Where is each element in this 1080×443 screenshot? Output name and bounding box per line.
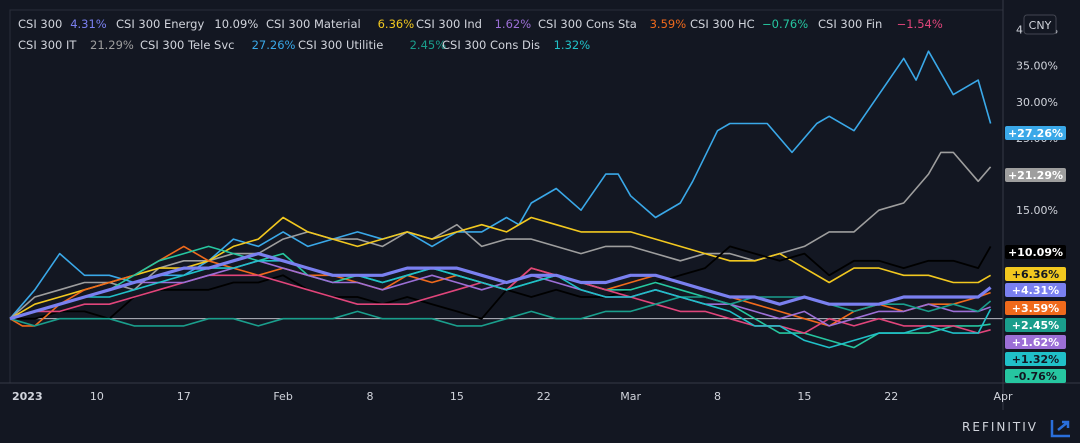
last-value-label: +6.36% bbox=[1005, 267, 1066, 281]
x-tick-label: 15 bbox=[450, 390, 464, 403]
legend-item-name: CSI 300 Fin bbox=[818, 17, 882, 31]
series-line-csi-300-it bbox=[9, 151, 992, 320]
legend-item[interactable]: CSI 300 Material 6.36% bbox=[266, 17, 414, 31]
legend-item-value: 4.31% bbox=[70, 17, 107, 31]
last-value-label: +3.59% bbox=[1005, 301, 1066, 315]
x-tick-label: Mar bbox=[620, 390, 641, 403]
x-tick-label: 15 bbox=[797, 390, 811, 403]
legend-item-name: CSI 300 Ind bbox=[416, 17, 482, 31]
last-value-label-text: -0.76% bbox=[1014, 370, 1057, 383]
series-line-csi-300-cons-dis bbox=[9, 259, 992, 349]
legend-item[interactable]: CSI 300 Energy 10.09% bbox=[116, 17, 258, 31]
last-value-label-bg bbox=[1005, 369, 1066, 383]
last-value-label-bg bbox=[1005, 318, 1066, 332]
last-value-label-text: +3.59% bbox=[1012, 302, 1059, 315]
legend-item-value: 6.36% bbox=[378, 17, 415, 31]
y-tick-label: 30.00% bbox=[1016, 96, 1058, 109]
last-value-label: +1.32% bbox=[1005, 352, 1066, 366]
x-tick-label: 10 bbox=[90, 390, 104, 403]
legend-item-name: CSI 300 Utilitie bbox=[298, 38, 383, 52]
last-value-label: -0.76% bbox=[1005, 369, 1066, 383]
last-value-label-bg bbox=[1005, 126, 1066, 140]
last-value-label-bg bbox=[1005, 283, 1066, 297]
last-value-label-bg bbox=[1005, 168, 1066, 182]
legend-item-name: CSI 300 IT bbox=[18, 38, 77, 52]
currency-button-label[interactable]: CNY bbox=[1029, 19, 1052, 32]
x-tick-label: 22 bbox=[884, 390, 898, 403]
legend-item[interactable]: CSI 300 Tele Svc 27.26% bbox=[140, 38, 296, 52]
last-value-label-text: +1.32% bbox=[1012, 353, 1059, 366]
legend-item[interactable]: CSI 300 4.31% bbox=[18, 17, 107, 31]
last-value-label-text: +4.31% bbox=[1012, 284, 1059, 297]
series-line-csi-300-cons-sta bbox=[9, 245, 991, 327]
last-value-label: +2.45% bbox=[1005, 318, 1066, 332]
last-value-label-text: +10.09% bbox=[1008, 246, 1063, 259]
last-value-label: +1.62% bbox=[1005, 335, 1066, 349]
legend-item-name: CSI 300 Material bbox=[266, 17, 361, 31]
grid bbox=[9, 9, 1004, 384]
legend-item-value: −1.54% bbox=[897, 17, 943, 31]
legend-item-value: −0.76% bbox=[762, 17, 808, 31]
x-tick-label: 8 bbox=[714, 390, 721, 403]
legend-item-name: CSI 300 bbox=[18, 17, 62, 31]
x-tick-label: 8 bbox=[366, 390, 373, 403]
series-line-csi-300 bbox=[9, 252, 992, 321]
last-value-label: +4.31% bbox=[1005, 283, 1066, 297]
legend-item-value: 21.29% bbox=[90, 38, 134, 52]
last-value-label-bg bbox=[1005, 245, 1066, 259]
series-line-csi-300-tele-svc bbox=[9, 50, 992, 320]
legend-item-name: CSI 300 HC bbox=[690, 17, 755, 31]
last-value-label-text: +1.62% bbox=[1012, 336, 1059, 349]
refinitiv-logo-text: REFINITIV bbox=[962, 420, 1038, 434]
legend: CSI 300 4.31% CSI 300 Energy 10.09% CSI 300 … bbox=[18, 17, 943, 52]
x-tick-label: Apr bbox=[993, 390, 1013, 403]
legend-item[interactable]: CSI 300 Utilitie 2.45% bbox=[298, 38, 446, 52]
series-line-csi-300-material bbox=[9, 216, 992, 320]
series-line-csi-300-fin bbox=[9, 267, 991, 334]
legend-item[interactable]: CSI 300 Cons Dis 1.32% bbox=[442, 38, 590, 52]
last-value-label-bg bbox=[1005, 267, 1066, 281]
y-tick-label: 15.00% bbox=[1016, 204, 1058, 217]
legend-item-value: 1.32% bbox=[554, 38, 591, 52]
x-tick-label: 2023 bbox=[12, 390, 43, 403]
legend-item[interactable]: CSI 300 Fin −1.54% bbox=[818, 17, 943, 31]
last-value-label: +21.29% bbox=[1005, 168, 1066, 182]
legend-item[interactable]: CSI 300 Ind 1.62% bbox=[416, 17, 531, 31]
legend-item-name: CSI 300 Energy bbox=[116, 17, 204, 31]
legend-item[interactable]: CSI 300 IT 21.29% bbox=[18, 38, 134, 52]
legend-item-value: 2.45% bbox=[410, 38, 447, 52]
legend-item-value: 27.26% bbox=[252, 38, 296, 52]
x-tick-label: Feb bbox=[273, 390, 292, 403]
legend-item-value: 3.59% bbox=[650, 17, 687, 31]
plot-frame bbox=[9, 9, 1004, 384]
currency-button-frame[interactable] bbox=[1023, 14, 1057, 35]
last-value-label-bg bbox=[1005, 301, 1066, 315]
last-value-labels: +27.26% +21.29% +10.09% +6.36% +4.31% +3.59% +… bbox=[1005, 126, 1066, 383]
legend-item[interactable]: CSI 300 Cons Sta 3.59% bbox=[538, 17, 686, 31]
refinitiv-logo-icon bbox=[1050, 420, 1070, 438]
legend-item-value: 10.09% bbox=[214, 17, 258, 31]
last-value-label: +27.26% bbox=[1005, 126, 1066, 140]
series-group bbox=[9, 50, 992, 349]
last-value-label-bg bbox=[1005, 352, 1066, 366]
legend-item-value: 1.62% bbox=[495, 17, 532, 31]
legend-item[interactable]: CSI 300 HC −0.76% bbox=[690, 17, 808, 31]
axes: 40.00%35.00%30.00%25.00%20.00%15.00%2023… bbox=[0, 0, 1080, 410]
x-tick-label: 22 bbox=[537, 390, 551, 403]
last-value-label: +10.09% bbox=[1005, 245, 1066, 259]
last-value-label-bg bbox=[1005, 335, 1066, 349]
last-value-label-text: +21.29% bbox=[1008, 169, 1063, 182]
series-line-csi-300-utilitie bbox=[9, 296, 992, 327]
last-value-label-text: +27.26% bbox=[1008, 127, 1063, 140]
x-tick-label: 17 bbox=[177, 390, 191, 403]
last-value-label-text: +2.45% bbox=[1012, 319, 1059, 332]
legend-item-name: CSI 300 Cons Dis bbox=[442, 38, 540, 52]
last-value-label-text: +6.36% bbox=[1012, 268, 1059, 281]
legend-item-name: CSI 300 Tele Svc bbox=[140, 38, 234, 52]
legend-item-name: CSI 300 Cons Sta bbox=[538, 17, 637, 31]
y-tick-label: 35.00% bbox=[1016, 60, 1058, 73]
currency-button[interactable]: CNY bbox=[1023, 14, 1057, 35]
